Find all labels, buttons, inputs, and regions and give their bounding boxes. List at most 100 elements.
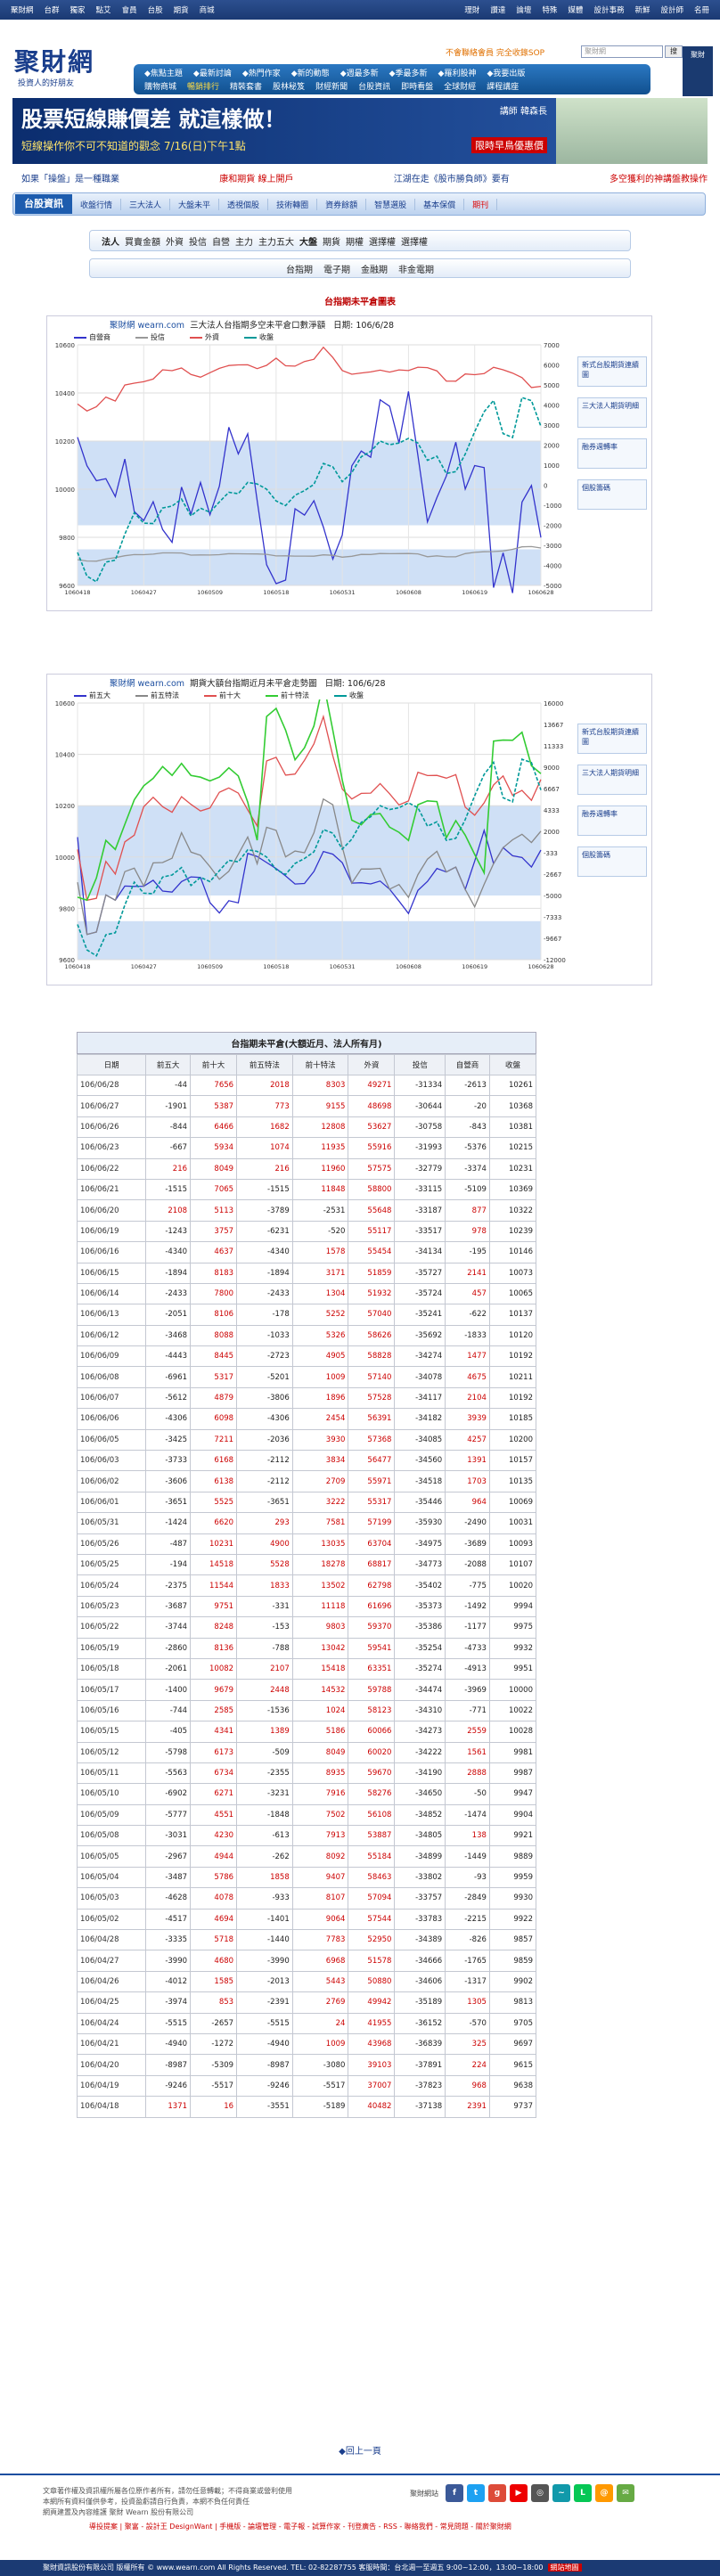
- sub-nav-item[interactable]: 法人: [102, 237, 119, 248]
- top-nav-item[interactable]: 設計事務: [593, 6, 625, 15]
- main-nav-item[interactable]: 股林秘笈: [273, 83, 306, 92]
- top-nav-item[interactable]: 特殊: [542, 6, 558, 15]
- main-nav-item[interactable]: ◆熱門作家: [241, 70, 281, 78]
- value-cell: 4637: [190, 1241, 238, 1263]
- promo-link[interactable]: 江湖在走《股市勝負師》要有: [393, 175, 510, 184]
- google-plus-icon[interactable]: g: [488, 2484, 506, 2502]
- section-nav-item[interactable]: 透視個股: [219, 198, 269, 210]
- sidebar-link[interactable]: 新式台股期貨連續圖: [577, 724, 647, 754]
- main-nav-item[interactable]: 台股資訊: [358, 83, 391, 92]
- top-nav-item[interactable]: 獨家: [70, 6, 86, 15]
- sitemap-link[interactable]: 網站地圖: [547, 2564, 582, 2572]
- main-nav-item[interactable]: ◆週最多新: [340, 70, 379, 78]
- banner-cta[interactable]: 限時早鳥優惠價: [471, 137, 547, 153]
- x-tick-label: 1060619: [462, 589, 487, 596]
- sub-nav-item[interactable]: 外資: [166, 237, 184, 248]
- top-nav-item[interactable]: 台股: [147, 6, 163, 15]
- section-nav-item[interactable]: 三大法人: [121, 198, 171, 210]
- section-nav-item[interactable]: 資券餘額: [317, 198, 367, 210]
- top-nav-item[interactable]: 媒體: [568, 6, 584, 15]
- section-nav-item[interactable]: 技術轉圈: [268, 198, 318, 210]
- top-nav-item[interactable]: 會員: [121, 6, 137, 15]
- sidebar-link[interactable]: 新式台股期貨連續圖: [577, 356, 647, 387]
- value-cell: 58463: [348, 1866, 396, 1889]
- top-nav-item[interactable]: 論壇: [516, 6, 532, 15]
- back-link[interactable]: ◆回上一頁: [0, 2443, 720, 2457]
- main-nav-item[interactable]: 財經新聞: [315, 83, 348, 92]
- line-icon[interactable]: L: [574, 2484, 592, 2502]
- promo-link[interactable]: 康和期貨 線上開戶: [219, 175, 294, 184]
- main-nav-item[interactable]: 全球財經: [444, 83, 477, 92]
- youtube-icon[interactable]: ▶: [510, 2484, 528, 2502]
- top-nav-item[interactable]: 新鮮: [634, 6, 650, 15]
- main-nav-item[interactable]: ◆羅利股神: [438, 70, 477, 78]
- sidebar-link[interactable]: 融券週轉率: [577, 806, 647, 836]
- search-input[interactable]: 聚財網: [581, 45, 663, 58]
- sub-nav-item[interactable]: 金融期: [361, 265, 388, 275]
- site-logo[interactable]: 聚財網: [14, 47, 95, 77]
- main-nav-item[interactable]: ◆我要出版: [487, 70, 526, 78]
- section-nav-item[interactable]: 智慧選股: [366, 198, 416, 210]
- chat-icon[interactable]: ✉: [617, 2484, 634, 2502]
- top-nav-item[interactable]: 台群: [44, 6, 60, 15]
- mail-icon[interactable]: @: [595, 2484, 613, 2502]
- top-nav-item[interactable]: 商城: [199, 6, 215, 15]
- main-nav-item[interactable]: ◆焦點主題: [144, 70, 183, 78]
- table-header-cell: 前五特法: [236, 1054, 293, 1075]
- sidebar-link[interactable]: 個股籌碼: [577, 846, 647, 877]
- sub-nav-item[interactable]: 非金電期: [398, 265, 434, 275]
- sub-nav-item[interactable]: 期權: [346, 237, 364, 248]
- section-nav-item[interactable]: 基本保償: [415, 198, 465, 210]
- main-nav-item[interactable]: 課程講座: [487, 83, 520, 92]
- value-cell: 49271: [348, 1074, 396, 1097]
- facebook-icon[interactable]: f: [446, 2484, 463, 2502]
- value-cell: 853: [190, 1991, 238, 2014]
- promo-link[interactable]: 多空獲利的神講盤教操作: [609, 175, 708, 184]
- sub-nav-item[interactable]: 選擇權: [401, 237, 428, 248]
- sub-nav-item[interactable]: 主力: [235, 237, 253, 248]
- main-nav-item[interactable]: 精裝套書: [230, 83, 263, 92]
- sub-nav-item[interactable]: 選擇權: [369, 237, 396, 248]
- top-nav-item[interactable]: 設計師: [660, 6, 683, 15]
- sub-nav-item[interactable]: 自營: [212, 237, 230, 248]
- top-nav-item[interactable]: 理財: [464, 6, 480, 15]
- value-cell: 59370: [348, 1616, 396, 1639]
- sub-nav-item[interactable]: 主力五大: [258, 237, 294, 248]
- twitter-icon[interactable]: t: [467, 2484, 485, 2502]
- qr-code-icon[interactable]: 聚財: [683, 46, 713, 96]
- top-nav-item[interactable]: 期貨: [173, 6, 189, 15]
- section-brand[interactable]: 台股資訊: [15, 194, 72, 214]
- section-nav-item[interactable]: 收盤行情: [72, 198, 122, 210]
- sidebar-link[interactable]: 個股籌碼: [577, 479, 647, 510]
- sidebar-link[interactable]: 融券週轉率: [577, 438, 647, 469]
- warning-notice[interactable]: 不會聯絡會員 完全收錄SOP: [446, 49, 545, 58]
- sub-nav-item[interactable]: 台指期: [286, 265, 313, 275]
- sub-nav-item[interactable]: 買賣金額: [125, 237, 160, 248]
- ad-banner[interactable]: 股票短線賺價差 就這樣做！ 短線操作你不可不知道的觀念 7/16(日)下午1點 …: [12, 98, 708, 164]
- main-nav-item[interactable]: 暢銷排行: [187, 83, 220, 92]
- top-nav-item[interactable]: 名冊: [693, 6, 709, 15]
- main-nav-item[interactable]: ◆新的動態: [290, 70, 330, 78]
- main-nav-item[interactable]: ◆季最多新: [389, 70, 428, 78]
- sub-nav-item[interactable]: 投信: [189, 237, 207, 248]
- top-nav-item[interactable]: 讚達: [490, 6, 506, 15]
- table-row: 106/06/06 -4306 6098 -4306 2454 56391 -34182 39…: [76, 1408, 537, 1430]
- promo-link[interactable]: 如果「操盤」是一種職業: [21, 175, 119, 184]
- sub-nav-item[interactable]: 期貨: [323, 237, 340, 248]
- main-nav-item[interactable]: ◆最新討論: [192, 70, 232, 78]
- search-button[interactable]: 搜: [665, 45, 683, 58]
- top-nav-item[interactable]: 點艾: [95, 6, 111, 15]
- sub-nav-item[interactable]: 電子期: [323, 265, 350, 275]
- main-nav-item[interactable]: 即時看盤: [401, 83, 434, 92]
- section-nav-item[interactable]: 期刊: [464, 198, 498, 210]
- camera-icon[interactable]: ◎: [531, 2484, 549, 2502]
- footer-links[interactable]: 導投提案 | 聚富 - 設計王 DesignWant | 手機版 - 論壇管理 …: [89, 2523, 511, 2531]
- sidebar-link[interactable]: 三大法人期貨明細: [577, 397, 647, 428]
- sidebar-link[interactable]: 三大法人期貨明細: [577, 765, 647, 795]
- top-nav-item[interactable]: 聚財網: [11, 6, 34, 15]
- rss-icon[interactable]: ~: [552, 2484, 570, 2502]
- value-cell: -8987: [145, 2054, 192, 2076]
- sub-nav-item[interactable]: 大盤: [299, 237, 317, 248]
- main-nav-item[interactable]: 購物商城: [144, 83, 177, 92]
- section-nav-item[interactable]: 大盤未平: [170, 198, 220, 210]
